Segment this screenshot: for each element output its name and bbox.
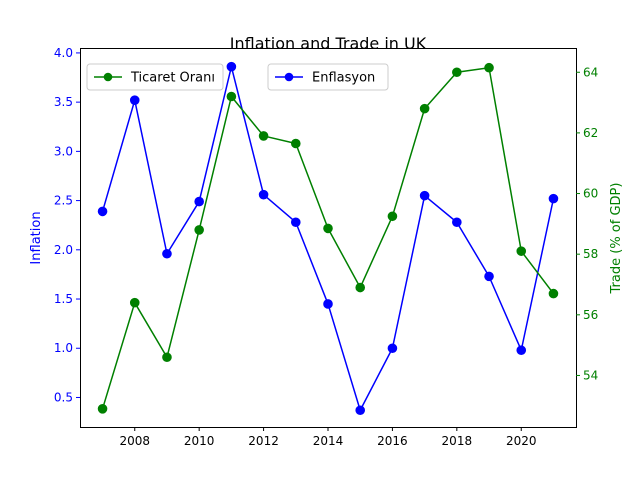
trade-data-point — [387, 211, 398, 222]
trade-data-point — [419, 103, 430, 114]
y-right-axis-label: Trade (% of GDP) — [609, 183, 624, 295]
x-tick-label: 2010 — [184, 434, 215, 448]
inflation-data-point — [258, 189, 269, 200]
y-right-tick-label: 62 — [583, 126, 598, 140]
x-tick-label: 2018 — [442, 434, 473, 448]
trade-data-point — [226, 91, 237, 102]
inflation-data-point — [355, 405, 366, 416]
x-tick-label: 2012 — [248, 434, 279, 448]
trade-data-point — [258, 131, 269, 141]
legend-box — [267, 63, 389, 91]
inflation-data-point — [226, 61, 237, 72]
trade-data-point — [162, 352, 172, 363]
inflation-data-point — [323, 299, 333, 309]
trade-data-point — [516, 246, 527, 256]
trade-data-point — [290, 138, 301, 149]
y-right-tick-label: 56 — [583, 308, 598, 322]
trade-data-point — [129, 297, 140, 308]
legend-label: Enflasyon — [312, 71, 375, 86]
inflation-data-point — [387, 343, 398, 354]
legend-swatch-marker — [103, 72, 113, 82]
trade-data-point — [97, 404, 108, 414]
y-left-tick-label: 0.5 — [54, 390, 73, 404]
trade-data-point — [355, 282, 366, 293]
y-left-tick-label: 1.5 — [54, 292, 73, 306]
y-right-tick-label: 64 — [583, 65, 598, 79]
x-tick-label: 2016 — [377, 434, 408, 448]
legend: Ticaret Oranı — [86, 63, 224, 91]
inflation-data-point — [516, 345, 527, 356]
inflation-data-point — [97, 206, 108, 217]
trade-data-point — [452, 67, 462, 78]
y-left-tick-label: 2.0 — [54, 243, 73, 257]
trade-data-point — [548, 288, 559, 299]
y-left-tick-label: 2.5 — [54, 194, 73, 208]
legend: Enflasyon — [267, 63, 389, 91]
inflation-data-point — [419, 190, 430, 201]
y-left-tick-label: 4.0 — [54, 46, 73, 60]
inflation-data-point — [484, 271, 494, 282]
y-right-tick-label: 60 — [583, 187, 598, 201]
legend-label: Ticaret Oranı — [130, 71, 215, 86]
x-tick-label: 2020 — [506, 434, 537, 448]
inflation-data-point — [452, 217, 462, 228]
legend-swatch-marker — [284, 72, 294, 82]
inflation-data-point — [290, 217, 301, 228]
inflation-data-point — [162, 248, 172, 259]
inflation-data-point — [548, 193, 559, 204]
trade-data-point — [484, 62, 494, 73]
trade-data-point — [323, 223, 333, 234]
chart-title: Inflation and Trade in UK — [230, 34, 427, 53]
y-left-tick-label: 3.0 — [54, 144, 73, 158]
y-left-axis-label: Inflation — [29, 211, 44, 264]
y-right-tick-label: 54 — [583, 368, 598, 382]
y-right-tick-label: 58 — [583, 247, 598, 261]
plot-area — [97, 61, 559, 416]
inflation-data-point — [194, 196, 204, 207]
legend-area: Ticaret Oranı Enflasyon — [86, 63, 389, 91]
y-left-tick-label: 3.5 — [54, 95, 73, 109]
legend-box — [86, 63, 224, 91]
trade-data-point — [194, 225, 204, 235]
x-tick-label: 2008 — [119, 434, 150, 448]
x-tick-label: 2014 — [313, 434, 344, 448]
y-left-tick-label: 1.0 — [54, 341, 73, 355]
inflation-data-point — [129, 95, 140, 105]
